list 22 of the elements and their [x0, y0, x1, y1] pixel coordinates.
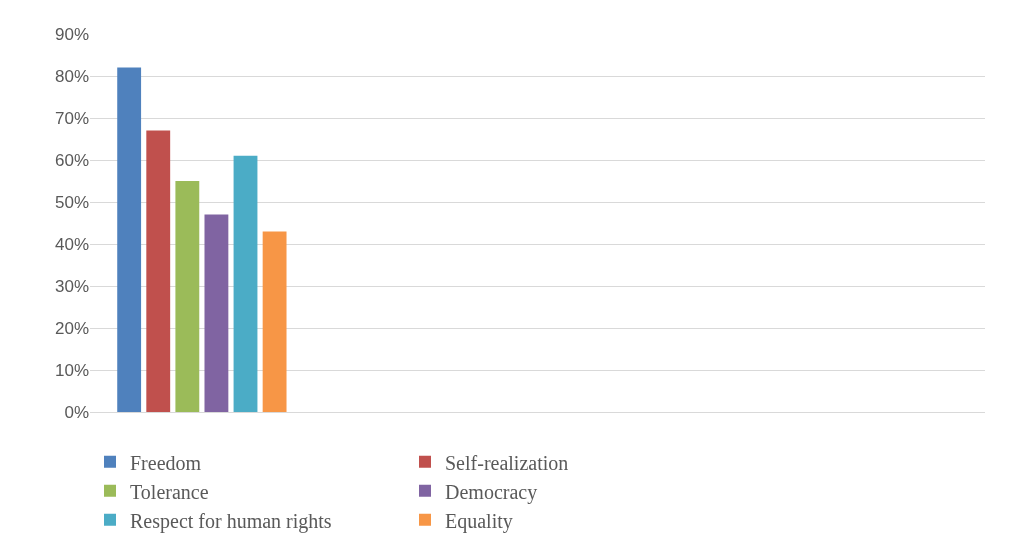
bar: [204, 214, 229, 412]
y-tick-label: 70%: [54, 108, 89, 128]
legend-label: Freedom: [130, 451, 202, 474]
legend-label: Tolerance: [130, 480, 209, 503]
y-tick-label: 20%: [54, 318, 89, 338]
bar: [233, 155, 258, 412]
y-tick-label: 40%: [54, 234, 89, 254]
bar: [175, 181, 200, 412]
legend-label: Respect for human rights: [130, 509, 332, 533]
y-tick-label: 80%: [54, 66, 89, 86]
legend-label: Equality: [445, 509, 513, 533]
legend-label: Democracy: [445, 480, 538, 504]
y-tick-label: 0%: [64, 402, 89, 422]
legend-label: Self-realization: [445, 451, 569, 474]
y-tick-label: 90%: [54, 24, 89, 44]
bar: [117, 67, 142, 412]
y-tick-label: 50%: [54, 192, 89, 212]
bar: [146, 130, 171, 412]
y-tick-label: 60%: [54, 150, 89, 170]
bar: [262, 231, 287, 412]
y-tick-label: 10%: [54, 360, 89, 380]
y-tick-label: 30%: [54, 276, 89, 296]
